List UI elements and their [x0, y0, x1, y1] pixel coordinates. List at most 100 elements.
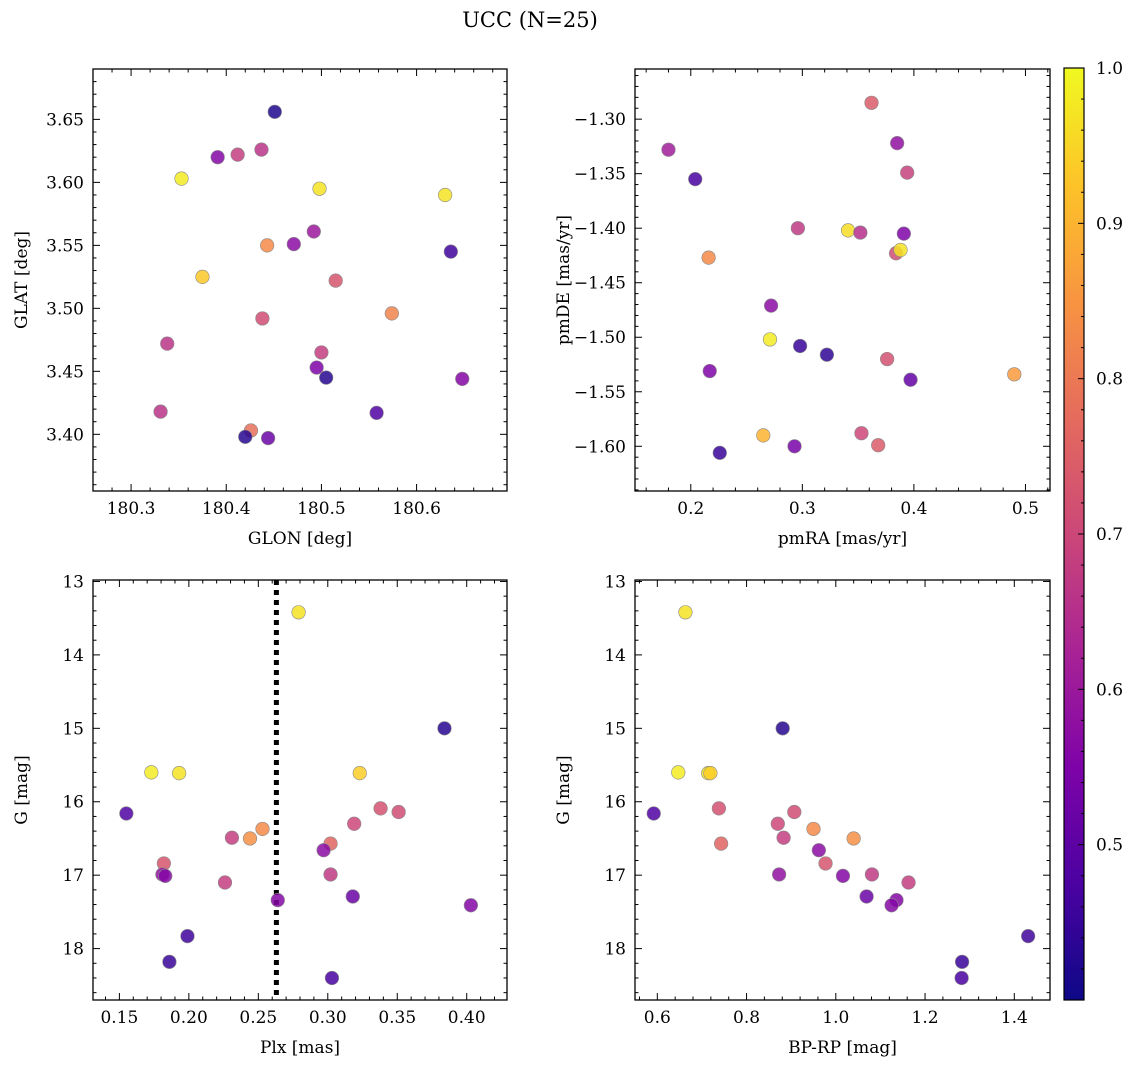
scatter-point: [316, 843, 331, 858]
y-axis-label: G [mag]: [12, 755, 32, 824]
y-axis-label: GLAT [deg]: [12, 231, 32, 329]
scatter-point: [373, 801, 388, 816]
y-tick-label: 3.45: [46, 362, 84, 382]
y-tick-label: 3.40: [46, 425, 84, 445]
y-tick-label: 16: [604, 793, 626, 813]
scatter-point: [230, 147, 245, 162]
scatter-point: [345, 889, 360, 904]
x-tick-label: 180.4: [202, 499, 251, 519]
scatter-point: [787, 804, 802, 820]
scatter-point: [678, 605, 693, 620]
scatter-point: [309, 360, 324, 375]
axes-frame: [92, 68, 508, 492]
scatter-point: [195, 269, 210, 284]
y-axis-label: G [mag]: [554, 755, 574, 824]
scatter-point: [242, 831, 258, 846]
x-tick-label: 180.5: [297, 499, 346, 519]
scatter-point: [671, 765, 686, 780]
scatter-point: [267, 104, 282, 119]
scatter-point: [261, 430, 276, 446]
scatter-point: [1007, 367, 1022, 382]
scatter-point: [238, 429, 253, 444]
scatter-point: [443, 244, 458, 259]
x-tick-label: 0.35: [378, 1008, 416, 1028]
scatter-point: [846, 831, 861, 846]
colorbar-tick-label: 0.6: [1096, 680, 1123, 700]
scatter-point: [893, 242, 908, 258]
scatter-point: [312, 181, 327, 196]
scatter-point: [756, 428, 771, 443]
scatter-point: [314, 345, 329, 360]
scatter-point: [900, 165, 915, 180]
x-tick-label: 1.2: [912, 1008, 939, 1028]
scatter-point: [172, 766, 187, 781]
panel-bprp-g: 0.6 0.8 1.0 1.2 1.4 13 14 15 16 17 18 BP-RP [mag] G …: [554, 572, 1051, 1058]
x-axis-label: Plx [mas]: [260, 1038, 340, 1058]
scatter-point: [174, 171, 189, 186]
y-tick-label: −1.45: [574, 274, 626, 294]
scatter-point: [703, 766, 718, 781]
scatter-point: [835, 868, 851, 884]
scatter-point: [712, 445, 727, 460]
scatter-point: [954, 970, 969, 986]
scatter-point: [954, 954, 970, 969]
scatter-point: [319, 370, 334, 385]
scatter-point: [776, 830, 791, 845]
scatter-point: [772, 867, 787, 882]
scatter-point: [291, 605, 306, 620]
y-tick-label: 15: [604, 719, 626, 739]
figure-title: UCC (N=25): [462, 8, 598, 32]
y-tick-label: 18: [604, 940, 626, 960]
scatter-point: [702, 363, 717, 379]
scatter-point: [880, 351, 895, 367]
scatter-point: [255, 821, 270, 837]
colorbar: 0.5 0.6 0.7 0.8 0.9 1.0: [1063, 59, 1123, 1001]
x-axis-label: pmRA [mas/yr]: [778, 529, 907, 549]
x-tick-label: 180.3: [107, 499, 156, 519]
x-axis-label: BP-RP [mag]: [788, 1038, 897, 1058]
scatter-point: [701, 250, 716, 265]
y-tick-label: 3.50: [46, 299, 84, 319]
panel-pmra-pmde: 0.2 0.3 0.4 0.5 −1.60 −1.55 −1.50 −1.45 −1.40 −1.…: [554, 68, 1051, 549]
y-tick-label: −1.60: [574, 437, 626, 457]
y-tick-label: 17: [62, 866, 84, 886]
x-tick-label: 0.40: [448, 1008, 486, 1028]
scatter-point: [352, 766, 367, 781]
scatter-point: [217, 875, 233, 890]
scatter-point: [901, 875, 916, 890]
scatter-point: [853, 225, 868, 240]
scatter-point: [762, 332, 778, 347]
colorbar-tick-label: 1.0: [1096, 59, 1123, 79]
scatter-point: [119, 806, 134, 821]
y-tick-label: 14: [62, 646, 84, 666]
scatter-point: [854, 426, 869, 441]
scatter-point: [864, 867, 880, 882]
y-tick-label: −1.40: [574, 219, 626, 239]
scatter-point: [306, 224, 321, 239]
scatter-point: [646, 806, 661, 821]
scatter-point: [1021, 929, 1036, 944]
x-axis-label: GLON [deg]: [248, 529, 352, 549]
scatter-point: [224, 830, 240, 845]
scatter-point: [790, 221, 805, 236]
panel-plx-g: 0.15 0.20 0.25 0.30 0.35 0.40 13 14 15 16 17 18 Plx …: [12, 572, 508, 1058]
scatter-point: [158, 868, 173, 884]
scatter-point: [903, 372, 918, 387]
y-tick-label: 16: [62, 793, 84, 813]
scatter-point: [438, 187, 453, 203]
scatter-point: [162, 954, 177, 969]
scatter-point: [890, 136, 905, 151]
x-tick-label: 180.6: [392, 499, 441, 519]
scatter-point: [254, 142, 269, 157]
scatter-point: [463, 898, 478, 913]
axes-frame: [92, 579, 508, 1001]
scatter-point: [210, 150, 225, 165]
y-tick-label: 14: [604, 646, 626, 666]
scatter-point: [811, 843, 826, 858]
scatter-point: [328, 273, 343, 288]
y-axis-label: pmDE [mas/yr]: [554, 215, 574, 345]
x-tick-label: 0.15: [100, 1008, 138, 1028]
scatter-point: [437, 721, 452, 736]
scatter-point: [840, 223, 856, 238]
y-tick-label: 18: [62, 940, 84, 960]
